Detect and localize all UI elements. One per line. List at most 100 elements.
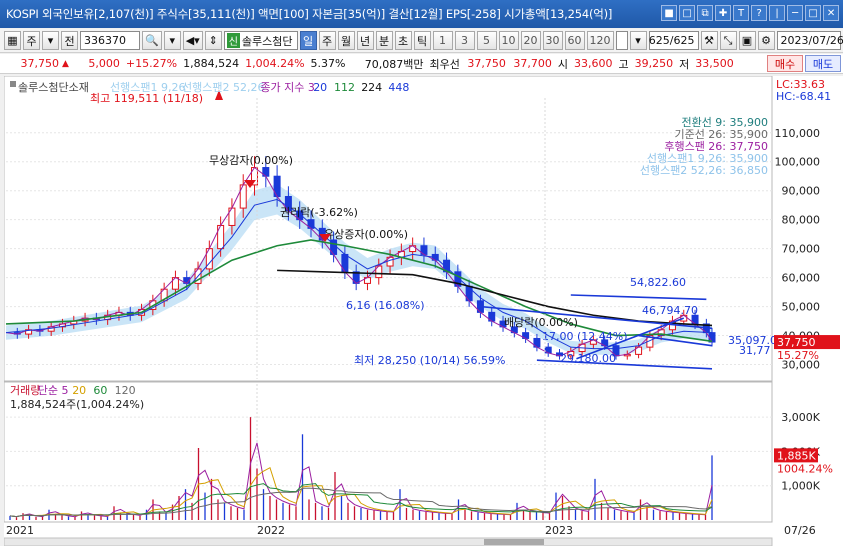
interval-3[interactable]: 3 (454, 31, 475, 50)
close-icon[interactable]: ✕ (823, 5, 839, 21)
volume-current-label: 1,884,524주(1,004.24%) (10, 398, 144, 411)
tools-icon[interactable]: ⚒ (700, 31, 718, 50)
y-tick-label: 90,000 (782, 185, 821, 198)
x-axis-label: 2023 (545, 524, 573, 537)
chart-annotation: 무상감자(0.00%) (209, 154, 293, 167)
tab-tick[interactable]: 틱 (413, 31, 431, 50)
tab-day[interactable]: 일 (299, 31, 317, 50)
trend-line (570, 294, 707, 301)
interval-1[interactable]: 1 (432, 31, 453, 50)
last-volume-label: 1,885K (777, 449, 816, 462)
y-tick-label: 30,000 (782, 359, 821, 372)
volume-tick-label: 1,000K (781, 480, 820, 493)
prev-next-icon[interactable]: ⇕ (204, 31, 222, 50)
horizontal-scrollbar (4, 537, 773, 546)
save-icon[interactable]: ▣ (738, 31, 756, 50)
legend-item: 선행스팬1 9,26 (110, 81, 185, 94)
pin-icon[interactable]: ✚ (715, 5, 731, 21)
indicator-icon[interactable]: ⤡ (719, 31, 737, 50)
settings-icon[interactable]: ⚙ (757, 31, 775, 50)
volume-ma-line (9, 466, 713, 518)
tab-minute[interactable]: 분 (375, 31, 393, 50)
interval-dropdown-icon[interactable]: ▾ (629, 31, 647, 50)
price-info-bar: 37,750 ▲ 5,000 +15.27% 1,884,524 1,004.2… (0, 54, 843, 74)
interval-30[interactable]: 30 (542, 31, 563, 50)
volume-panel-frame (4, 381, 773, 523)
market-select[interactable]: 주 (23, 31, 40, 50)
tab-week[interactable]: 주 (318, 31, 336, 50)
tab-second[interactable]: 초 (394, 31, 412, 50)
volume-legend-item: 거래량 (10, 384, 40, 397)
interval-20[interactable]: 20 (520, 31, 541, 50)
tile-icon[interactable]: ■ (661, 5, 677, 21)
chart-annotation: 6,16 (16.08%) (346, 299, 425, 312)
trend-line (576, 317, 685, 360)
stock-summary: KOSPI 외국인보유[2,107(천)] 주식수[35,111(천)] 액면[… (6, 7, 613, 21)
stock-name-field[interactable]: 신 솔루스첨단 (223, 31, 298, 50)
ma-line-20 (5, 198, 713, 350)
date-field[interactable]: 2023/07/26 (776, 31, 843, 50)
y-tick-label: 50,000 (782, 301, 821, 314)
best-bid: 37,700 (513, 57, 552, 70)
frame-icon[interactable]: □ (679, 5, 695, 21)
chart-canvas[interactable]: 30,00040,00050,00060,00070,00080,00090,0… (4, 76, 843, 546)
interval-10[interactable]: 10 (498, 31, 519, 50)
turnover-rate: 5.37% (310, 57, 346, 70)
event-arrow-icon (319, 234, 331, 242)
maximize-icon[interactable]: □ (805, 5, 821, 21)
y-tick-label: 100,000 (775, 156, 821, 169)
chart-annotation: 유상증자(0.00%) (324, 228, 408, 241)
last-price-label: 37,750 (777, 336, 816, 349)
buy-button[interactable]: 매수 (767, 55, 803, 72)
help-icon[interactable]: ? (751, 5, 767, 21)
chart-annotation: 35,097.0 (728, 334, 777, 347)
x-axis-label: 2022 (257, 524, 285, 537)
interval-60[interactable]: 60 (564, 31, 585, 50)
scrollbar-thumb[interactable] (484, 539, 544, 545)
chart-annotation: 권리락(-3.62%) (280, 206, 358, 219)
window-controls: ■ □ ⧉ ✚ T ? | ─ □ ✕ (661, 5, 839, 21)
y-tick-label: 80,000 (782, 214, 821, 227)
volume-legend-item: 120 (115, 384, 136, 397)
chart-annotation: 54,822.60 (630, 276, 686, 289)
chart-annotation: 17,00 (12,44%) (542, 330, 628, 343)
text-icon[interactable]: T (733, 5, 749, 21)
volume-ma-line (9, 487, 713, 518)
type-select[interactable]: 전 (61, 31, 78, 50)
trend-line (536, 359, 713, 370)
ma-line-112 (5, 239, 713, 343)
legend-item: 20 (313, 81, 327, 94)
chart-annotation: 최저 28,250 (10/14) 56.59% (354, 354, 505, 367)
grid-icon[interactable]: ▦ (4, 31, 21, 50)
trade-amount: 70,087백만 (364, 57, 424, 71)
sell-button[interactable]: 매도 (805, 55, 841, 72)
dropdown-arrow-icon[interactable]: ▾ (42, 31, 59, 50)
last-price-tag (774, 335, 840, 350)
code-dropdown-icon[interactable]: ▾ (163, 31, 181, 50)
stock-code-input[interactable]: 336370 (80, 31, 140, 50)
chart-title: 솔루스첨단소재 (18, 81, 89, 94)
price-change-pct: +15.27% (125, 57, 178, 70)
legend-toggle-icon (10, 81, 16, 87)
low-price: 33,500 (695, 57, 734, 70)
speaker-icon[interactable]: ◀▾ (182, 31, 203, 50)
tab-year[interactable]: 년 (356, 31, 374, 50)
link-icon[interactable]: ⧉ (697, 5, 713, 21)
interval-120[interactable]: 120 (586, 31, 614, 50)
count-field[interactable]: 625/625 (648, 31, 699, 50)
legend-item: 448 (388, 81, 409, 94)
interval-5[interactable]: 5 (476, 31, 497, 50)
custom-interval-input[interactable] (615, 31, 628, 50)
legend-item: 224 (361, 81, 382, 94)
tab-month[interactable]: 월 (337, 31, 355, 50)
minimize-icon[interactable]: ─ (787, 5, 803, 21)
ichimoku-value-label: 전환선 9: 35,900 (681, 116, 768, 129)
volume-ratio: 1,004.24% (245, 57, 305, 70)
volume-legend-item: 20 (72, 384, 86, 397)
search-icon[interactable]: 🔍 (142, 31, 162, 50)
best-ask: 37,750 (467, 57, 506, 70)
open-price: 33,600 (573, 57, 613, 70)
chart-area[interactable]: 30,00040,00050,00060,00070,00080,00090,0… (4, 76, 843, 546)
price-axis (774, 76, 843, 546)
chart-annotation: 46,794.70 (642, 304, 698, 317)
